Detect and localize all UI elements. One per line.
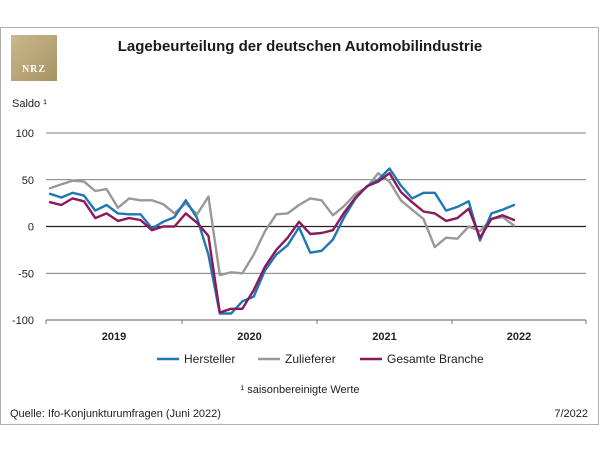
grid-layer [46, 132, 586, 321]
source-note: Quelle: Ifo-Konjunkturumfragen (Juni 202… [10, 408, 221, 420]
legend-label-zulieferer: Zulieferer [285, 352, 336, 366]
x-tick-label-2021: 2021 [372, 331, 396, 343]
nrz-logo: NRZ [11, 35, 57, 81]
y-tick-label: 100 [16, 128, 34, 140]
footnote: ¹ saisonbereinigte Werte [240, 384, 360, 396]
y-tick-label: -50 [18, 268, 34, 280]
chart-title: Lagebeurteilung der deutschen Automobili… [117, 38, 483, 55]
chart-frame [0, 27, 599, 425]
legend-label-gesamte-branche: Gesamte Branche [387, 352, 484, 366]
x-tick-label-2022: 2022 [507, 331, 531, 343]
series-line-gesamte-branche [48, 171, 516, 314]
axis-layer: 100 50 0 -50 -100 2019 2020 2021 2022 [12, 128, 587, 343]
x-tick-label-2020: 2020 [237, 331, 261, 343]
y-tick-label: 50 [22, 175, 34, 187]
legend-label-hersteller: Hersteller [184, 352, 235, 366]
logo-text: NRZ [21, 64, 47, 75]
series-line-hersteller [48, 167, 516, 315]
series-line-zulieferer [48, 171, 516, 277]
publication-date: 7/2022 [554, 408, 588, 420]
series-layer [48, 167, 516, 315]
x-tick-label-2019: 2019 [102, 331, 126, 343]
legend-layer: Hersteller Zulieferer Gesamte Branche [157, 352, 484, 366]
y-tick-label: 0 [28, 222, 34, 234]
y-axis-label: Saldo ¹ [12, 98, 47, 110]
y-tick-label: -100 [12, 315, 34, 327]
